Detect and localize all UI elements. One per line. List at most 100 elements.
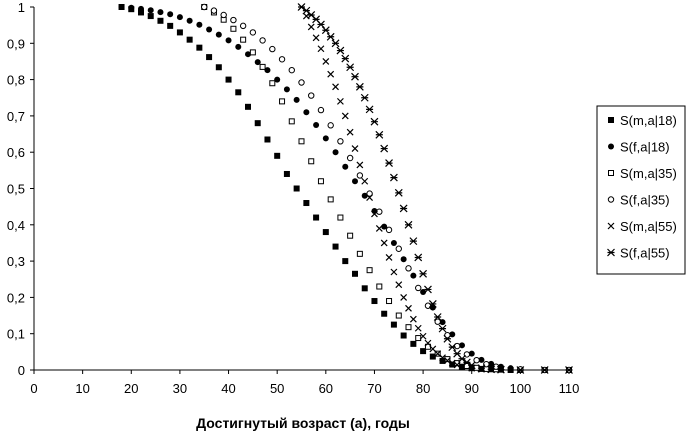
y-tick-label: 0,8 — [7, 73, 25, 88]
data-point — [293, 185, 300, 192]
data-point — [380, 144, 389, 153]
legend-marker — [608, 117, 614, 123]
series-2 — [118, 4, 572, 373]
data-point — [206, 54, 213, 61]
data-point — [346, 154, 354, 162]
data-point — [346, 128, 354, 136]
data-point — [390, 268, 398, 276]
data-point — [478, 356, 485, 363]
data-point — [351, 72, 359, 81]
data-point — [331, 39, 340, 48]
series-5 — [298, 3, 573, 374]
legend-label: S(m,a|55) — [620, 219, 677, 234]
series-6 — [297, 3, 573, 374]
data-point — [239, 22, 247, 30]
data-point — [138, 9, 144, 16]
series-4 — [201, 3, 573, 374]
data-point — [375, 225, 383, 232]
data-point — [274, 76, 281, 83]
legend-label: S(f,a|55) — [620, 246, 670, 261]
data-point — [317, 178, 324, 185]
data-point — [245, 51, 251, 58]
data-point — [410, 272, 417, 279]
data-point — [361, 177, 369, 185]
data-point — [390, 321, 397, 328]
y-tick-label: 0,7 — [7, 109, 25, 124]
data-point — [186, 17, 193, 24]
data-point — [468, 350, 475, 357]
y-tick-label: 0,1 — [7, 327, 25, 342]
data-point — [395, 312, 402, 319]
x-axis-label: Достигнутый возраст (a), годы — [196, 415, 410, 431]
data-point — [473, 356, 480, 364]
data-point — [366, 190, 373, 197]
data-point — [410, 340, 417, 347]
data-point — [312, 34, 320, 42]
data-point — [355, 82, 364, 91]
data-point — [458, 354, 466, 363]
data-point — [332, 83, 339, 91]
data-point — [419, 332, 427, 340]
data-point — [409, 315, 417, 323]
data-point — [235, 89, 242, 96]
data-point — [138, 5, 144, 12]
data-point — [298, 79, 305, 86]
data-point — [365, 105, 374, 114]
data-point — [264, 136, 271, 143]
data-point — [420, 348, 427, 355]
data-point — [254, 59, 261, 66]
data-point — [230, 16, 237, 24]
data-point — [448, 343, 457, 352]
data-point — [254, 120, 261, 127]
data-point — [317, 106, 325, 114]
data-point — [210, 7, 218, 14]
data-point — [313, 121, 320, 128]
y-tick-label: 0,5 — [7, 182, 25, 197]
data-point — [444, 356, 451, 363]
data-point — [346, 63, 355, 72]
y-tick-label: 1 — [18, 0, 25, 15]
data-point — [409, 237, 418, 246]
data-point — [321, 26, 330, 35]
data-point — [381, 223, 388, 230]
data-point — [215, 64, 222, 71]
x-tick-label: 70 — [367, 381, 381, 396]
data-point — [332, 149, 339, 156]
data-point — [157, 9, 164, 16]
data-point — [298, 138, 305, 145]
data-point — [118, 4, 125, 10]
data-point — [128, 4, 135, 11]
data-point — [147, 13, 154, 20]
data-point — [459, 342, 465, 349]
data-point — [419, 269, 428, 278]
data-point — [356, 250, 363, 257]
data-point — [400, 293, 408, 301]
data-point — [478, 365, 485, 373]
data-point — [347, 232, 354, 239]
legend-marker — [607, 222, 615, 230]
data-point — [380, 239, 388, 247]
data-point — [385, 254, 393, 261]
data-point — [565, 366, 573, 374]
data-point — [415, 284, 422, 292]
data-point — [259, 63, 266, 70]
data-point — [303, 200, 310, 207]
data-points — [118, 3, 573, 374]
data-point — [327, 122, 334, 129]
x-tick-label: 20 — [124, 381, 138, 396]
x-tick-label: 50 — [270, 381, 284, 396]
y-tick-label: 0,3 — [7, 254, 25, 269]
x-tick-label: 60 — [319, 381, 333, 396]
data-point — [176, 14, 183, 21]
data-point — [337, 214, 344, 221]
data-point — [415, 335, 422, 342]
data-point — [167, 22, 174, 29]
x-tick-label: 10 — [75, 381, 89, 396]
data-point — [429, 353, 436, 360]
data-point — [381, 310, 388, 317]
data-point — [313, 214, 320, 221]
data-point — [322, 58, 330, 65]
data-point — [249, 29, 257, 36]
data-point — [389, 173, 398, 182]
